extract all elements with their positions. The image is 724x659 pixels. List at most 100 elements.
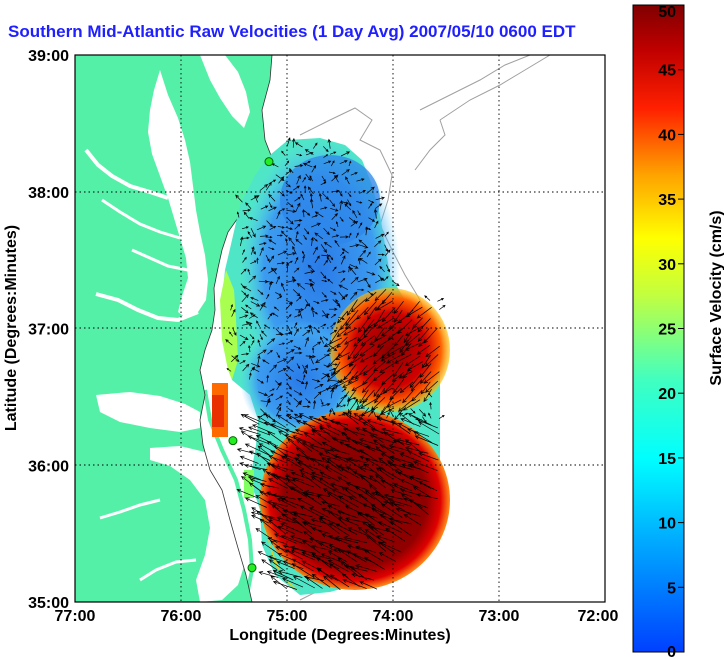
velocity-vector — [290, 535, 313, 543]
velocity-vector — [262, 359, 270, 365]
velocity-vector — [293, 513, 312, 525]
velocity-vector — [341, 486, 357, 499]
velocity-vector — [275, 275, 280, 285]
velocity-vector — [365, 279, 371, 289]
velocity-vector — [294, 142, 303, 148]
velocity-vector — [383, 493, 404, 500]
velocity-vector — [241, 307, 249, 314]
velocity-vector — [323, 259, 328, 266]
velocity-vector — [245, 304, 252, 310]
velocity-vector — [428, 412, 432, 419]
velocity-vector — [243, 286, 252, 292]
velocity-vector — [375, 196, 385, 201]
x-tick-labels: 77:00 76:00 75:00 74:00 73:00 72:00 — [55, 608, 619, 625]
velocity-vector — [286, 137, 291, 147]
velocity-vector — [265, 181, 272, 191]
velocity-vector — [298, 413, 323, 426]
velocity-vector — [397, 399, 413, 412]
velocity-vector — [363, 301, 377, 316]
velocity-vector — [381, 427, 403, 435]
velocity-vector — [268, 239, 277, 245]
velocity-vector — [341, 293, 349, 301]
velocity-vector — [354, 441, 375, 452]
velocity-vector — [292, 517, 312, 534]
velocity-vector — [349, 264, 359, 269]
velocity-vector — [359, 352, 378, 363]
velocity-vector — [323, 160, 332, 165]
velocity-vector — [242, 208, 251, 212]
velocity-vector — [300, 472, 322, 489]
velocity-vector — [399, 381, 414, 394]
velocity-vector — [352, 553, 375, 564]
velocity-vector — [362, 427, 384, 443]
velocity-vector — [343, 327, 357, 336]
velocity-vector — [231, 308, 236, 317]
colorbar-tick-label: 15 — [658, 451, 676, 468]
velocity-vector — [412, 460, 438, 471]
velocity-vector — [322, 488, 341, 499]
velocity-vector — [249, 372, 252, 380]
velocity-vector — [266, 440, 286, 456]
velocity-vector — [302, 329, 311, 337]
velocity-vector — [404, 438, 422, 453]
map-title: Southern Mid-Atlantic Raw Velocities (1 … — [8, 22, 576, 41]
velocity-vector — [395, 507, 421, 517]
velocity-vector — [333, 547, 357, 555]
velocity-vector — [425, 345, 440, 358]
velocity-vector — [338, 190, 343, 197]
velocity-vector — [280, 282, 286, 292]
velocity-vector — [293, 322, 298, 329]
velocity-vector — [248, 275, 257, 283]
velocity-vector — [304, 160, 311, 165]
velocity-vector — [370, 492, 393, 501]
velocity-vector — [296, 363, 301, 370]
velocity-vector — [425, 380, 439, 393]
velocity-vector — [311, 222, 322, 228]
velocity-vector — [340, 251, 345, 257]
colorbar-tick-label: 20 — [658, 386, 676, 403]
velocity-vector — [355, 232, 359, 238]
velocity-vector — [302, 522, 323, 533]
velocity-vector — [284, 331, 292, 335]
velocity-vector — [275, 332, 285, 336]
velocity-vector — [337, 510, 359, 519]
velocity-vector — [323, 146, 329, 153]
velocity-vector — [358, 438, 378, 446]
velocity-vector — [251, 363, 261, 368]
velocity-vector — [337, 516, 359, 527]
x-axis-label: Longitude (Degrees:Minutes) — [229, 627, 450, 644]
velocity-vector — [297, 498, 314, 508]
velocity-vector — [286, 217, 294, 225]
velocity-vector — [235, 194, 243, 203]
velocity-vector — [380, 407, 395, 415]
velocity-vector — [225, 339, 233, 346]
velocity-vector — [245, 202, 252, 209]
velocity-vector — [417, 328, 430, 342]
velocity-vector — [302, 442, 323, 455]
y-tick-label: 35:00 — [28, 595, 69, 612]
velocity-vector — [340, 316, 351, 331]
velocity-vector — [360, 475, 377, 490]
velocity-vector — [291, 563, 315, 578]
velocity-vector — [268, 206, 277, 212]
velocity-vector — [268, 559, 286, 572]
velocity-vector — [310, 471, 331, 480]
velocity-vector — [287, 407, 294, 412]
velocity-vector — [379, 542, 402, 553]
x-tick-label: 75:00 — [267, 608, 308, 625]
velocity-vector — [313, 237, 318, 242]
velocity-vector — [345, 176, 350, 185]
velocity-vector — [383, 431, 405, 446]
velocity-vector — [358, 239, 367, 246]
velocity-vector — [330, 574, 350, 588]
velocity-vector — [347, 398, 351, 407]
velocity-vector — [347, 192, 352, 198]
velocity-vector — [266, 374, 270, 383]
velocity-vector — [291, 276, 297, 282]
colorbar-tick-label: 0 — [667, 644, 676, 659]
velocity-vector — [348, 160, 352, 167]
velocity-vector — [364, 291, 377, 302]
velocity-vector — [347, 527, 369, 537]
velocity-vector — [304, 149, 314, 155]
velocity-vector — [393, 378, 405, 394]
